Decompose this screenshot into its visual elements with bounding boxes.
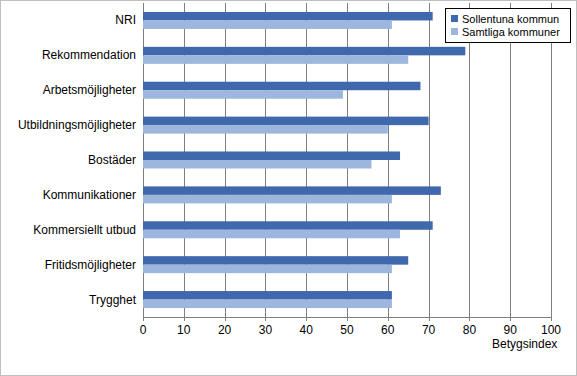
category-label: Fritidsmöjligheter xyxy=(45,258,136,272)
tick-label: 10 xyxy=(177,323,191,337)
category-label: Utbildningsmöjligheter xyxy=(18,118,136,132)
legend-swatch xyxy=(451,28,458,35)
category-label: Kommersiellt utbud xyxy=(33,223,136,237)
tick-label: 60 xyxy=(381,323,395,337)
bar xyxy=(143,47,465,56)
grid xyxy=(144,3,552,321)
tick-label: 80 xyxy=(463,323,477,337)
category-label: Arbetsmöjligheter xyxy=(43,83,136,97)
bar xyxy=(143,20,392,29)
tick-label: 70 xyxy=(422,323,436,337)
bar xyxy=(143,195,392,204)
grid-line xyxy=(469,3,470,317)
bar xyxy=(143,125,388,134)
category-label: NRI xyxy=(115,13,136,27)
bar xyxy=(143,265,392,274)
chart: 0 10 20 30 40 50 60 70 80 90 100 NRI Rekommendation A… xyxy=(0,0,577,376)
category-label: Trygghet xyxy=(89,293,137,307)
tick-label: 40 xyxy=(300,323,314,337)
category-label: Rekommendation xyxy=(42,48,136,62)
bar xyxy=(143,186,441,195)
legend-swatch xyxy=(451,15,458,22)
bar xyxy=(143,12,433,21)
bar xyxy=(143,300,392,309)
frame xyxy=(1,1,577,376)
legend-label: Sollentuna kommun xyxy=(462,13,559,25)
bar xyxy=(143,152,400,161)
legend-label: Samtliga kommuner xyxy=(462,26,560,38)
bar xyxy=(143,256,408,265)
category-label: Kommunikationer xyxy=(43,188,136,202)
tick-label: 30 xyxy=(259,323,273,337)
legend-box xyxy=(446,9,571,43)
tick-mark xyxy=(551,317,552,321)
bar xyxy=(143,117,429,126)
category-label: Bostäder xyxy=(88,153,136,167)
grid-line xyxy=(510,3,511,317)
bar xyxy=(143,160,371,169)
tick-label: 50 xyxy=(340,323,354,337)
tick-label: 0 xyxy=(140,323,147,337)
bar xyxy=(143,90,343,99)
grid-line xyxy=(551,3,552,317)
bar xyxy=(143,230,400,239)
bars xyxy=(143,12,465,308)
tick-label: 90 xyxy=(504,323,518,337)
tick-label: 100 xyxy=(541,323,561,337)
legend: Sollentuna kommunSamtliga kommuner xyxy=(446,9,571,43)
x-axis xyxy=(143,317,551,318)
tick-label: 20 xyxy=(218,323,232,337)
bar xyxy=(143,221,433,230)
bar xyxy=(143,291,392,300)
bar xyxy=(143,55,408,64)
bar xyxy=(143,82,420,91)
axis-label: Betygsindex xyxy=(492,337,557,351)
